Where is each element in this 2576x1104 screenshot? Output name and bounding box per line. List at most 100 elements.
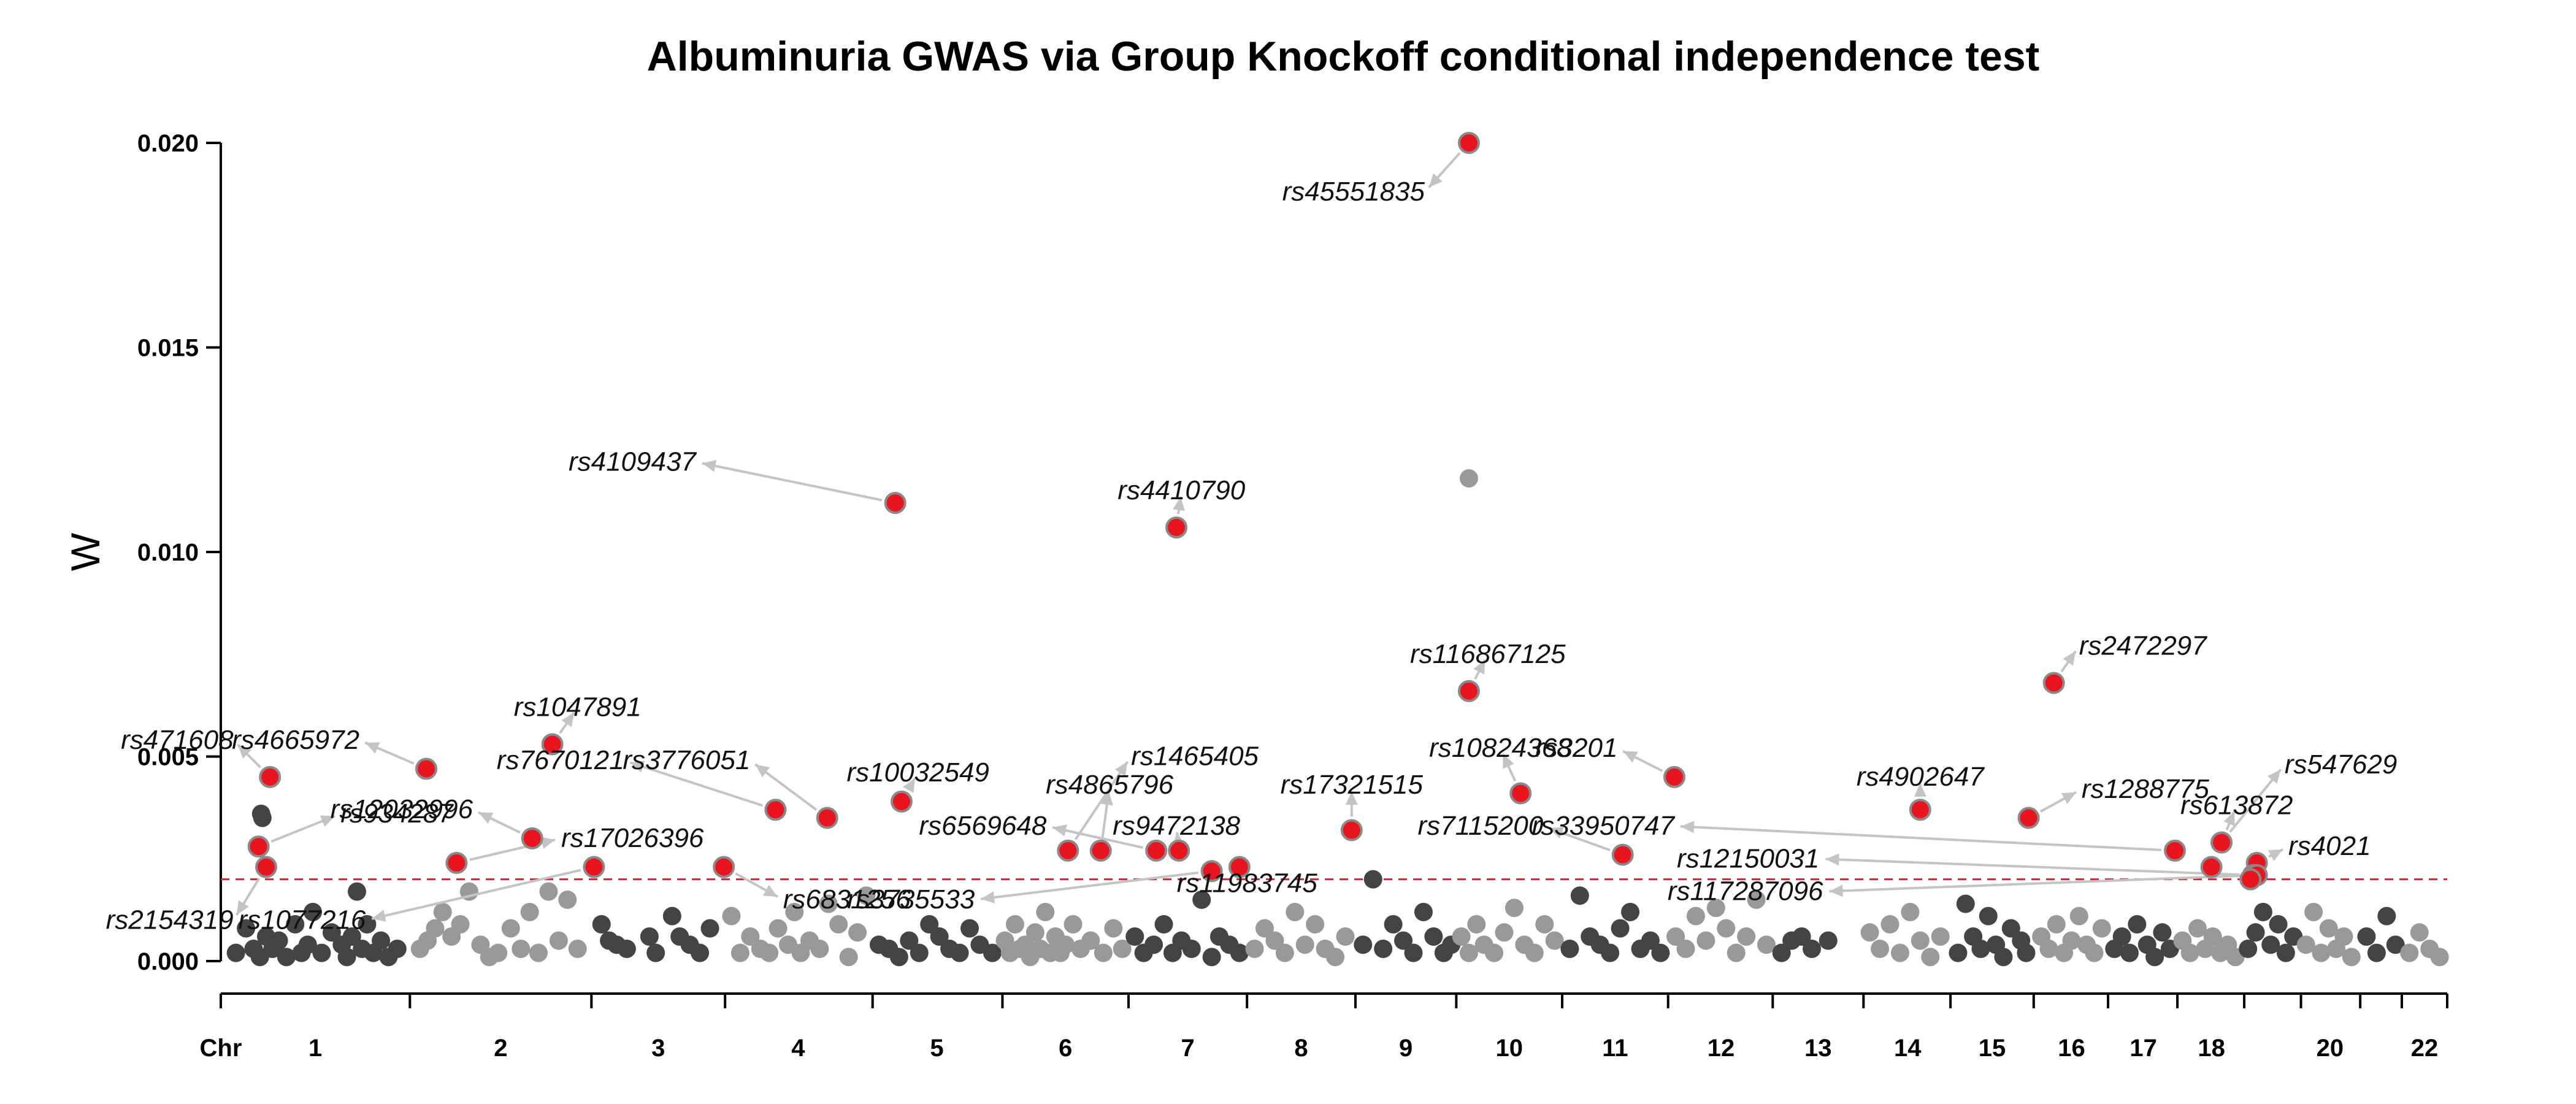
data-point <box>1094 943 1113 962</box>
snp-label: rs547629 <box>2285 749 2397 780</box>
data-point <box>2069 907 2088 926</box>
arrow-head <box>1173 496 1185 512</box>
chart-title: Albuminuria GWAS via Group Knockoff cond… <box>647 33 2040 80</box>
highlighted-point <box>1909 799 1931 821</box>
data-point <box>2296 935 2315 954</box>
data-point <box>848 923 867 942</box>
data-point <box>2188 919 2207 938</box>
data-point <box>983 943 1002 962</box>
data-point <box>520 902 539 921</box>
data-point <box>237 919 256 938</box>
arrow-head <box>365 742 380 754</box>
data-point <box>1979 907 1998 926</box>
data-point <box>426 919 445 938</box>
arrow-head <box>478 812 494 824</box>
highlighted-point <box>259 765 282 788</box>
x-tick-label: 15 <box>1979 1035 2006 1062</box>
highlighted-point <box>255 856 277 878</box>
x-tick-label: 18 <box>2198 1035 2225 1062</box>
highlighted-point <box>1457 132 1480 154</box>
highlighted-point <box>2200 856 2223 878</box>
data-point <box>1354 935 1373 954</box>
highlighted-point <box>884 491 907 514</box>
arrow-head <box>903 778 915 793</box>
data-point <box>2039 939 2058 958</box>
data-point <box>1056 935 1075 954</box>
data-point <box>1666 927 1685 946</box>
data-point <box>829 914 848 933</box>
data-point <box>489 943 508 962</box>
snp-label: rs4410790 <box>1117 475 1245 505</box>
data-point <box>2062 931 2081 950</box>
data-point <box>950 943 969 962</box>
arrow-head <box>1914 783 1926 797</box>
data-point <box>1737 927 1756 946</box>
arrow-line <box>1825 857 2240 876</box>
arrow-head <box>1503 754 1514 769</box>
data-point <box>960 919 979 938</box>
data-point <box>1545 931 1564 950</box>
arrow-head <box>1680 821 1695 834</box>
data-point <box>1949 943 1968 962</box>
data-point <box>512 939 531 958</box>
data-point <box>769 919 788 938</box>
arrow-head <box>1114 761 1128 776</box>
data-point <box>1505 899 1524 918</box>
x-tick-label: 16 <box>2058 1035 2085 1062</box>
snp-label: rs934287 <box>340 799 454 829</box>
arrow-head <box>755 764 770 778</box>
arrow-head <box>2267 849 2283 861</box>
highlighted-point <box>1165 516 1188 539</box>
data-point <box>1792 927 1811 946</box>
snp-label: rs4865796 <box>1046 770 1173 800</box>
x-tick-label: 20 <box>2317 1035 2344 1062</box>
data-point <box>857 886 876 905</box>
snp-label: rs4902647 <box>1857 762 1985 792</box>
data-point <box>1025 923 1045 942</box>
data-point <box>1757 935 1776 954</box>
data-point <box>2239 939 2258 958</box>
x-tick-label: 8 <box>1294 1035 1308 1062</box>
data-point <box>372 931 391 950</box>
data-point <box>819 894 838 913</box>
data-point <box>226 943 245 962</box>
snp-label: rs7115200 <box>1418 811 1544 841</box>
data-point <box>304 902 323 921</box>
highlighted-point <box>1089 839 1112 862</box>
data-point <box>529 943 548 962</box>
x-tick-label: 4 <box>791 1035 805 1062</box>
data-point <box>1956 894 1975 913</box>
snp-label: rs613872 <box>2180 791 2293 821</box>
x-tick-label: 7 <box>1181 1035 1194 1062</box>
data-point <box>2153 923 2172 942</box>
data-point <box>1144 935 1163 954</box>
arrow-head <box>1052 824 1067 837</box>
data-point <box>347 882 366 901</box>
x-tick-label: 6 <box>1059 1035 1072 1062</box>
data-point <box>1255 919 1274 938</box>
data-point <box>1696 931 1715 950</box>
data-point <box>691 943 710 962</box>
data-point <box>1860 923 1879 942</box>
data-point <box>312 943 331 962</box>
x-axis: 1 2 3 4 5 6 7 8 9 10 11 12 13 14 15 16 17 18 20 22 <box>220 992 2448 1062</box>
data-point <box>1036 902 1055 921</box>
snp-label: rs11983745 <box>1177 868 1318 898</box>
data-point <box>342 927 361 946</box>
arrow-line <box>1074 761 1129 840</box>
highlighted-point <box>247 835 270 858</box>
snp-label: rs7670121 <box>497 745 624 775</box>
data-point <box>1125 927 1144 946</box>
data-point <box>1901 902 1920 921</box>
data-point <box>2342 948 2361 967</box>
data-point <box>1275 943 1294 962</box>
data-point <box>1192 890 1211 909</box>
arrow-head <box>2223 811 2235 826</box>
data-point <box>1570 886 1589 905</box>
data-point <box>2112 927 2131 946</box>
data-point <box>2145 948 2164 967</box>
data-point <box>433 902 452 921</box>
arrow-head <box>981 891 995 904</box>
data-point <box>1727 943 1746 962</box>
